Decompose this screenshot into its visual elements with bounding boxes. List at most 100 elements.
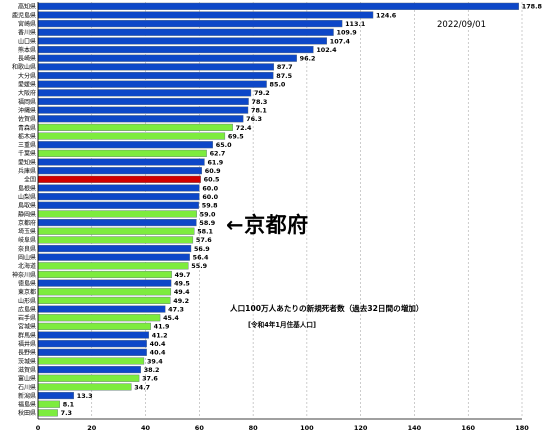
bar <box>37 97 249 106</box>
value-label: 60.5 <box>204 176 220 184</box>
bar <box>37 106 249 114</box>
bar <box>37 296 171 304</box>
value-label: 59.8 <box>202 202 218 210</box>
bar <box>37 54 297 62</box>
bar <box>37 219 197 227</box>
category-label: 全国 <box>24 176 36 184</box>
category-label: 兵庫県 <box>18 167 36 175</box>
bar <box>37 184 200 192</box>
bar <box>37 400 60 408</box>
date-label: 2022/09/01 <box>437 20 486 30</box>
bar <box>37 262 189 270</box>
value-label: 56.9 <box>194 245 210 253</box>
value-label: 78.3 <box>252 98 268 106</box>
bar <box>37 392 74 400</box>
value-label: 49.4 <box>174 288 190 296</box>
value-label: 45.4 <box>163 314 179 322</box>
bar <box>37 227 195 235</box>
value-label: 13.3 <box>77 392 93 400</box>
category-label: 鳥取県 <box>18 202 36 210</box>
category-label: 山梨県 <box>18 193 36 201</box>
value-label: 56.4 <box>193 254 209 262</box>
category-label: 神奈川県 <box>12 271 36 279</box>
bar <box>37 366 141 374</box>
bar <box>37 279 172 287</box>
value-label: 8.1 <box>63 401 74 409</box>
category-label: 千葉県 <box>18 150 36 158</box>
value-label: 124.6 <box>376 11 397 19</box>
value-label: 113.1 <box>345 20 365 28</box>
value-label: 58.9 <box>199 219 215 227</box>
bar <box>37 46 314 54</box>
value-label: 49.7 <box>175 271 191 279</box>
category-label: 大分県 <box>18 72 36 80</box>
bar <box>37 253 190 261</box>
category-label: 高知県 <box>18 3 36 11</box>
chart-subtitle: [令和4年1月住基人口] <box>248 321 316 329</box>
x-tick-label: 60 <box>195 424 205 432</box>
bar <box>37 158 205 166</box>
value-label: 62.7 <box>210 150 226 158</box>
value-label: 49.2 <box>173 297 189 305</box>
category-label: 島根県 <box>18 184 36 192</box>
bar <box>37 270 172 279</box>
value-label: 41.9 <box>154 323 170 331</box>
category-label: 宮城県 <box>18 323 36 331</box>
category-label: 長崎県 <box>18 55 36 63</box>
bar <box>37 210 197 218</box>
bar <box>37 357 145 365</box>
value-label: 85.0 <box>270 81 286 89</box>
bar <box>37 123 233 131</box>
category-label: 福井県 <box>18 340 36 348</box>
x-tick-label: 120 <box>354 424 368 432</box>
bar <box>37 80 267 88</box>
category-label: 大阪府 <box>18 89 36 97</box>
category-label: 滋賀県 <box>18 366 36 374</box>
category-label: 鹿児島県 <box>12 11 36 19</box>
bar <box>37 322 151 330</box>
category-label: 徳島県 <box>18 279 36 287</box>
category-label: 和歌山県 <box>12 63 36 71</box>
value-label: 41.2 <box>152 331 168 339</box>
bar <box>37 201 199 209</box>
value-label: 7.3 <box>61 409 72 417</box>
bars-group <box>37 2 519 417</box>
bar <box>37 340 147 348</box>
bar <box>37 149 207 157</box>
value-label: 87.5 <box>276 72 292 80</box>
value-label: 87.7 <box>277 63 293 71</box>
category-label: 山形県 <box>18 297 36 305</box>
value-label: 59.0 <box>200 210 216 218</box>
value-label: 38.2 <box>144 366 160 374</box>
category-label: 東京都 <box>18 288 36 296</box>
category-label: 宮崎県 <box>18 20 36 28</box>
value-label: 72.4 <box>236 124 252 132</box>
category-label: 埼玉県 <box>18 228 36 236</box>
value-label: 39.4 <box>147 357 163 365</box>
x-tick-label: 100 <box>300 424 314 432</box>
x-axis-ticks: 0 20 40 60 80 100 120 140 160 180 <box>36 424 530 432</box>
category-label: 山口県 <box>18 37 36 45</box>
value-label: 47.3 <box>168 305 184 313</box>
bar <box>37 175 201 183</box>
category-label: 京都府 <box>18 219 36 227</box>
value-label: 61.9 <box>207 158 223 166</box>
category-label: 奈良県 <box>18 245 36 253</box>
value-label: 60.0 <box>202 184 218 192</box>
bar <box>37 2 519 10</box>
value-label: 109.9 <box>337 29 358 37</box>
category-label: 栃木県 <box>18 132 36 140</box>
category-label: 熊本県 <box>18 46 36 54</box>
value-label: 102.4 <box>316 46 337 54</box>
bar <box>37 236 194 244</box>
category-label: 沖縄県 <box>18 106 36 114</box>
value-label: 76.3 <box>246 115 262 123</box>
value-label: 107.4 <box>330 37 351 45</box>
category-label: 石川県 <box>18 384 36 391</box>
value-label: 40.4 <box>150 349 166 357</box>
category-label: 愛知県 <box>18 158 36 166</box>
x-tick-label: 140 <box>408 424 422 432</box>
category-label: 愛媛県 <box>18 81 36 89</box>
